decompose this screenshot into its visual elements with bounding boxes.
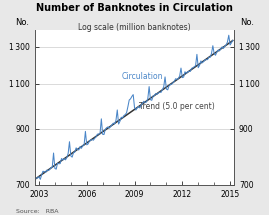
Text: Trend (5.0 per cent): Trend (5.0 per cent) (139, 102, 215, 111)
Text: No.: No. (15, 18, 29, 27)
Title: Number of Banknotes in Circulation: Number of Banknotes in Circulation (36, 3, 233, 13)
Text: No.: No. (240, 18, 254, 27)
Text: Circulation: Circulation (122, 72, 163, 81)
Text: Source:   RBA: Source: RBA (16, 209, 59, 214)
Text: Log scale (million banknotes): Log scale (million banknotes) (78, 23, 191, 32)
